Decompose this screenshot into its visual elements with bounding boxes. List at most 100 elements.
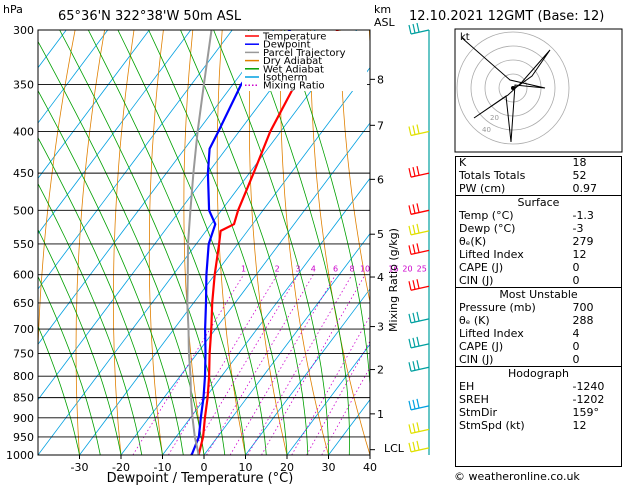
x-tick-label: -30 (71, 461, 89, 474)
row-value: -1240 (572, 380, 605, 393)
km-tick-label: 4 (377, 271, 384, 284)
mixing-ratio-line (306, 340, 370, 455)
km-tick-label: 7 (377, 119, 384, 132)
wind-barb-shaft (410, 366, 430, 372)
wind-barb-shaft (410, 130, 430, 137)
isotherm-line (162, 177, 370, 455)
pressure-tick-label: 350 (13, 78, 34, 91)
profile-parcel-trajectory (186, 30, 213, 455)
row-value: -1202 (572, 393, 605, 406)
row-label: θₑ(K) (459, 235, 487, 248)
wind-barb-flag (416, 360, 420, 370)
surface-row: CAPE (J) 0 (455, 261, 622, 274)
x-tick-label: 40 (363, 461, 377, 474)
wind-barb-flag (408, 424, 412, 434)
x-tick-label: -20 (112, 461, 130, 474)
km-tick-label: 3 (377, 321, 384, 334)
row-label: θₑ (K) (459, 314, 490, 327)
surface-row: Lifted Index 12 (455, 248, 622, 261)
wind-barb-flag (408, 442, 412, 452)
axis-labels: 3003504004505005506006507007508008509009… (6, 24, 377, 474)
index-label: Totals Totals (459, 169, 526, 182)
wind-barb-flag (408, 225, 412, 236)
row-label: Dewp (°C) (459, 222, 516, 235)
wind-barb-flag (412, 312, 416, 322)
wind-barb-flag (412, 125, 416, 135)
row-value: 0 (572, 261, 580, 274)
asl-label: ASL (374, 16, 396, 29)
datetime-title: 12.10.2021 12GMT (Base: 12) (409, 9, 604, 24)
isotherm-line (38, 30, 233, 290)
legend-entry: Wet Adiabat (263, 64, 324, 75)
mixing-ratio-label: 2 (275, 265, 280, 274)
legend-entry: Dewpoint (263, 40, 311, 51)
index-value: 52 (572, 169, 587, 182)
indices-table: K 18 Totals Totals 52 PW (cm) 0.97 Surfa… (455, 156, 622, 432)
isotherm-line (79, 67, 370, 455)
row-value: 4 (572, 327, 580, 340)
mu-row: CIN (J) 0 (455, 353, 622, 367)
x-tick-label: 10 (239, 461, 253, 474)
pressure-tick-label: 700 (13, 323, 34, 336)
mu-row: θₑ (K) 288 (455, 314, 622, 327)
row-value: -1.3 (572, 209, 594, 222)
wind-barb-shaft (410, 230, 430, 236)
hodograph-ring (456, 31, 570, 145)
wind-barb-flag (416, 279, 420, 289)
wind-barb-flag (412, 423, 416, 433)
mixing-ratio-line (206, 274, 314, 455)
row-value: 279 (572, 235, 594, 248)
isotherm-line (38, 30, 275, 345)
row-value: 12 (572, 248, 587, 261)
wind-barb-shaft (410, 249, 430, 255)
wind-barb-shaft (410, 285, 430, 291)
wet-adiabat-line (87, 30, 246, 455)
mu-row: Lifted Index 4 (455, 327, 622, 340)
mixing-ratio-label: 20 (402, 265, 412, 274)
isotherm-line (120, 122, 370, 455)
pressure-tick-label: 750 (13, 347, 34, 360)
pressure-tick-label: 600 (13, 269, 34, 282)
wind-barb-flag (408, 313, 412, 323)
section-header-hodograph: Hodograph (455, 366, 622, 380)
x-axis-label: Dewpoint / Temperature (°C) (107, 471, 294, 486)
isotherm-line (38, 30, 316, 401)
wet-adiabat-line (38, 325, 80, 455)
wind-barb (408, 440, 430, 453)
row-value: 12 (572, 419, 587, 432)
isotherm-line (203, 232, 370, 455)
index-row-totals: Totals Totals 52 (455, 169, 622, 182)
row-value: 288 (572, 314, 594, 327)
hodograph-ring (470, 45, 556, 131)
wind-barb-flag (412, 244, 416, 254)
mixing-ratio-label: 6 (333, 265, 338, 274)
mu-row: CAPE (J) 0 (455, 340, 622, 353)
row-label: CAPE (J) (459, 261, 504, 274)
hodograph-frame (454, 28, 623, 153)
pressure-tick-label: 850 (13, 392, 34, 405)
pressure-tick-label: 650 (13, 297, 34, 310)
pressure-tick-label: 550 (13, 238, 34, 251)
wind-barb-shaft (410, 428, 430, 435)
x-tick-label: 20 (280, 461, 294, 474)
hodo-row: EH -1240 (455, 380, 622, 393)
wind-barbs (408, 22, 430, 455)
wind-barb-flag (416, 311, 420, 321)
wind-barb (408, 243, 430, 255)
mixing-ratio-line (168, 274, 278, 455)
isotherm-line (245, 288, 370, 455)
row-label: StmSpd (kt) (459, 419, 525, 432)
wind-barb-shaft (410, 447, 430, 453)
row-label: SREH (459, 393, 489, 406)
hodograph-ring (498, 73, 528, 103)
wind-barb-flag (416, 398, 420, 408)
row-value: 159° (572, 406, 599, 419)
row-label: CIN (J) (459, 353, 494, 366)
wind-barb-flag (412, 399, 416, 409)
profiles (186, 30, 339, 455)
hodograph-storm-motion (511, 86, 515, 90)
wind-barb (408, 422, 430, 435)
row-label: Pressure (mb) (459, 301, 536, 314)
wind-barb-flag (416, 223, 420, 234)
